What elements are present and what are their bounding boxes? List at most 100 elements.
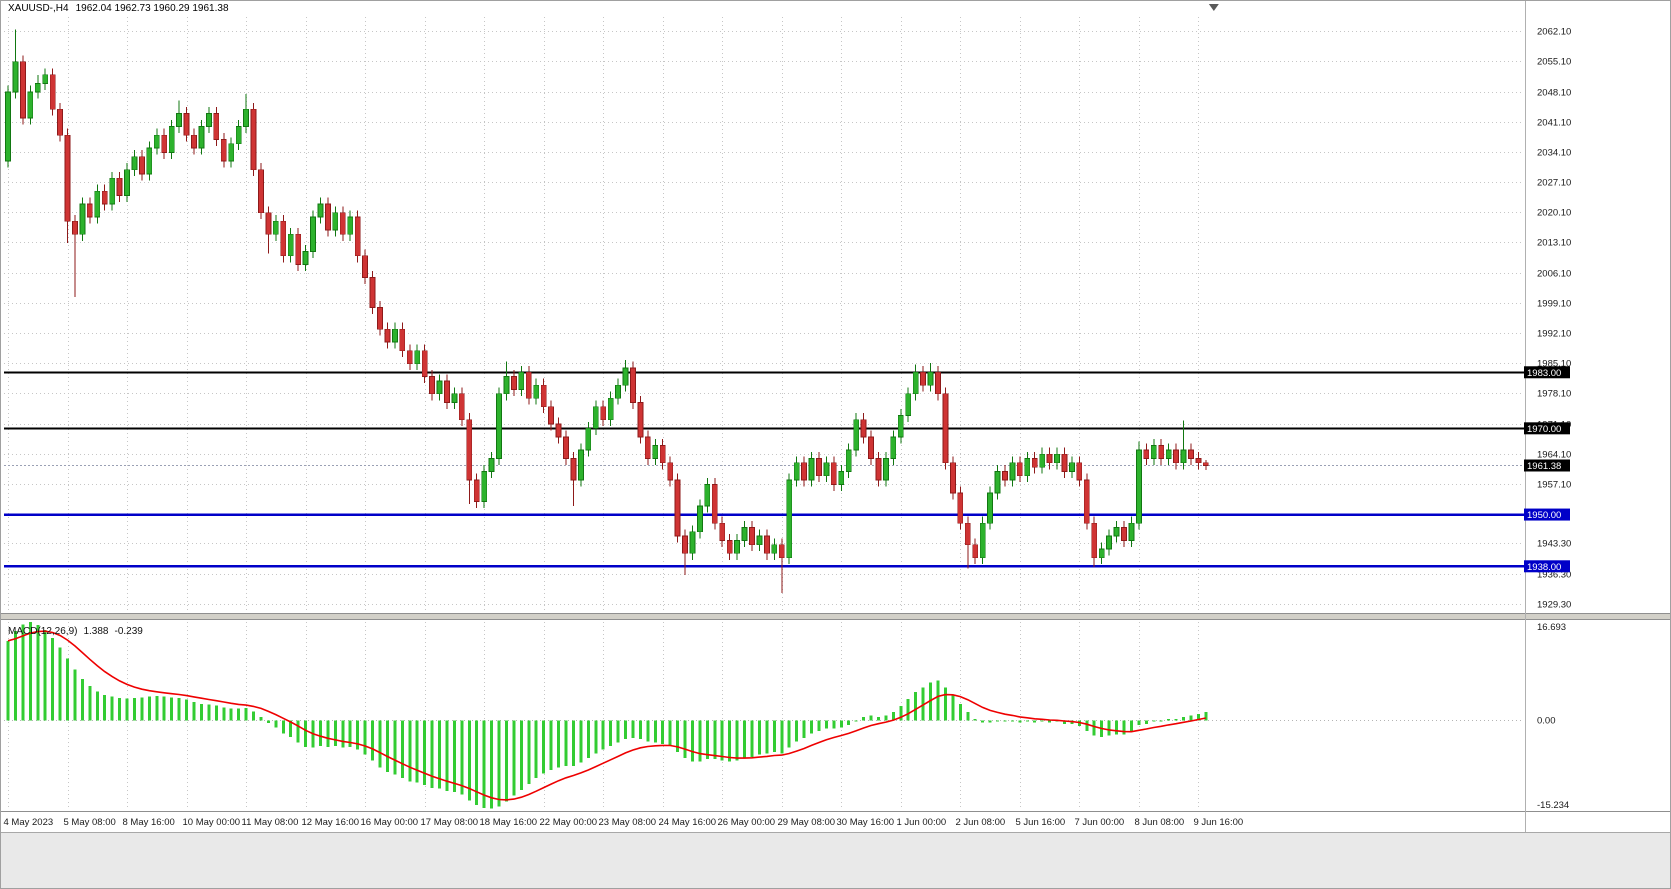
chart-shift-marker-icon[interactable] (1208, 4, 1219, 11)
time-tick-label: 1 Jun 00:00 (897, 817, 947, 828)
candle-body (942, 393, 949, 464)
candle-body (1098, 548, 1105, 559)
candle-body (1173, 449, 1179, 464)
candle-body (1136, 449, 1142, 524)
candle-body (1076, 462, 1083, 481)
candle-body (637, 402, 644, 438)
candle-body (94, 190, 101, 218)
time-tick-label: 12 May 16:00 (302, 817, 360, 828)
price-tick-label: 1964.10 (1537, 450, 1571, 461)
candle-body (168, 126, 175, 153)
candle-body (34, 83, 41, 93)
candle-body (116, 177, 123, 196)
candle-body (756, 535, 763, 546)
candle-body (243, 108, 249, 127)
price-badge (1524, 560, 1570, 573)
candle-body (1106, 535, 1112, 550)
candle-body (905, 393, 912, 416)
candle-body (697, 505, 703, 533)
candle-body (79, 203, 86, 235)
price-tick-label: 2020.10 (1537, 208, 1571, 219)
candle-body (384, 328, 391, 343)
candle-body (27, 91, 34, 119)
candle-body (1046, 453, 1053, 464)
candle-body (511, 376, 517, 390)
candle-body (585, 427, 592, 451)
candle-body (213, 113, 220, 140)
candle-body (1002, 471, 1008, 481)
candle-body (310, 216, 316, 252)
panel-splitter[interactable] (0, 613, 1671, 620)
ohlc-values: 1962.04 1962.73 1960.29 1961.38 (75, 3, 229, 14)
candle-body (719, 522, 726, 541)
candle-body (689, 531, 696, 554)
candle-body (615, 384, 621, 399)
macd-scale-labels: 16.693 0.00 -15.234 (1537, 622, 1569, 811)
candle-body (503, 376, 510, 395)
candle-body (473, 479, 480, 502)
time-tick-label: 7 Jun 00:00 (1075, 817, 1125, 828)
candle-body (667, 462, 674, 481)
price-badge-label: 1961.38 (1527, 461, 1561, 472)
candle-body (808, 458, 815, 481)
candle-body (302, 251, 309, 265)
candle-body (622, 367, 629, 386)
candle-body (897, 415, 904, 438)
candle-body (1016, 462, 1023, 477)
candle-body (109, 177, 116, 205)
candle-body (101, 190, 108, 205)
candle-body (399, 328, 406, 352)
candle-body (64, 134, 71, 222)
candle-body (548, 406, 554, 425)
candle-body (332, 212, 339, 231)
candle-body (1024, 458, 1031, 477)
candle-body (176, 113, 182, 127)
candle-body (258, 169, 264, 214)
candle-body (845, 449, 852, 472)
candle-body (72, 220, 78, 235)
candle-body (890, 436, 897, 459)
candle-body (444, 380, 450, 403)
candle-body (555, 423, 562, 438)
candle-body (1061, 453, 1068, 472)
candle-body (533, 384, 540, 399)
candle-body (146, 147, 153, 175)
time-tick-label: 16 May 00:00 (361, 817, 419, 828)
price-badge (1524, 422, 1570, 435)
candle-body (793, 462, 800, 481)
price-badge-label: 1938.00 (1527, 562, 1561, 573)
candle-body (711, 484, 718, 524)
candle-body (57, 108, 63, 136)
candle-body (1091, 522, 1098, 559)
candle-body (1083, 479, 1090, 524)
candle-body (183, 113, 190, 136)
time-tick-label: 26 May 00:00 (718, 817, 776, 828)
price-badge-label: 1983.00 (1527, 368, 1561, 379)
candle-body (964, 522, 971, 546)
candle-body (42, 74, 49, 84)
chart-ohlc-readout: XAUUSD-,H4 1962.04 1962.73 1960.29 1961.3… (8, 3, 229, 14)
candle-body (228, 143, 235, 162)
candle-body (339, 212, 346, 235)
price-tick-label: 2034.10 (1537, 148, 1571, 159)
candle-body (1188, 449, 1194, 459)
candle-body (726, 540, 733, 554)
price-badge (1524, 366, 1570, 379)
horizontal-level-lines[interactable] (4, 371, 1524, 568)
price-axis-labels: 2062.10 2055.10 2048.10 2041.10 2034.10 2027.… (1537, 27, 1571, 611)
candle-body (235, 126, 242, 145)
candle-body (161, 134, 168, 153)
candle-body (131, 156, 138, 171)
candle-body (823, 462, 830, 477)
candle-body (20, 61, 26, 119)
price-tick-label: 1957.10 (1537, 480, 1571, 491)
candle-body (786, 479, 793, 559)
candle-body (830, 462, 837, 485)
candle-body (354, 216, 361, 257)
candle-body (488, 458, 495, 472)
candle-body (563, 436, 569, 459)
macd-panel[interactable] (4, 621, 1524, 809)
candle-body (630, 367, 636, 403)
candle-body (295, 233, 302, 265)
